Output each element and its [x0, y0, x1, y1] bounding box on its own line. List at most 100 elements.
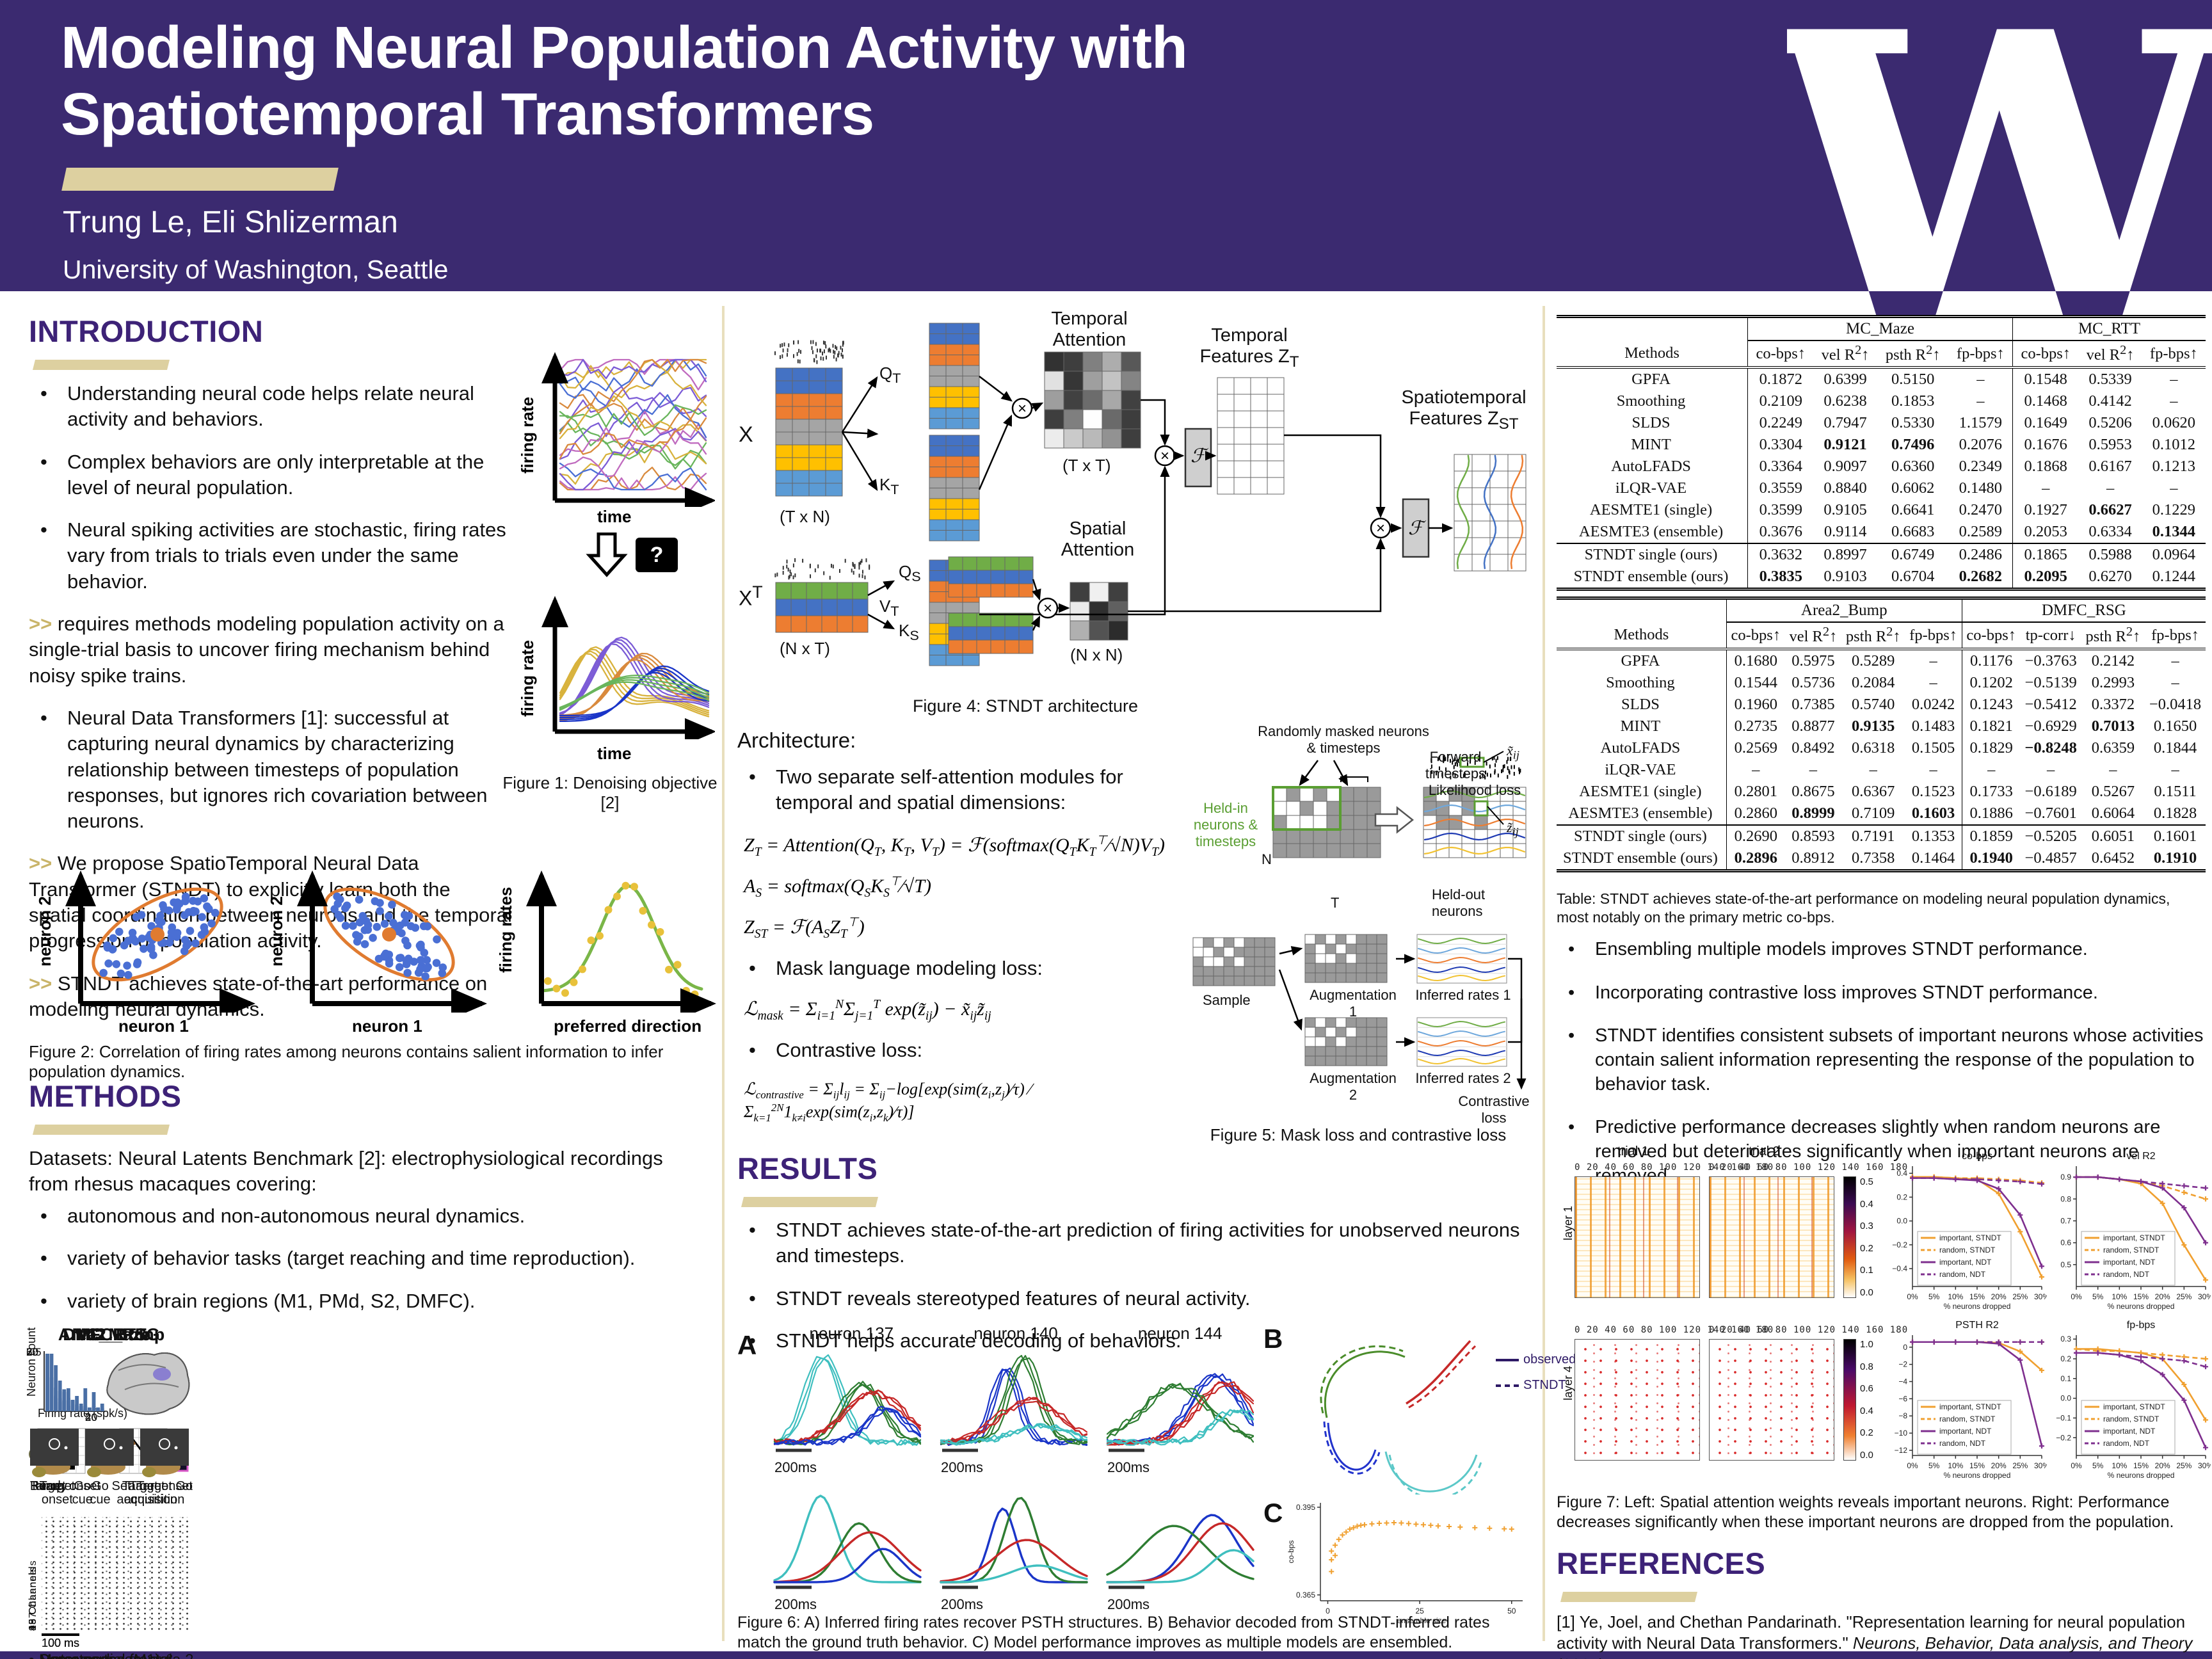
neuron-title: neuron 137 — [809, 1324, 894, 1343]
trial1-label: trial 1 — [1617, 1144, 1649, 1158]
svg-text:important, NDT: important, NDT — [2103, 1258, 2156, 1267]
svg-text:−0.4: −0.4 — [1892, 1264, 1907, 1273]
cb-tick: 0.1 — [1860, 1265, 1873, 1276]
fig4-vt-label: VT — [879, 597, 899, 620]
task-thumbnails — [29, 1425, 194, 1480]
svg-text:−10: −10 — [1895, 1429, 1908, 1438]
authors: Trung Le, Eli Shlizerman — [63, 205, 398, 239]
arch-bullet-2: Mask language modeling loss: — [737, 956, 1179, 982]
scalebar-label: 200ms — [941, 1596, 984, 1612]
svg-text:important, NDT: important, NDT — [2103, 1427, 2156, 1436]
dataset-name: MC_RTT — [76, 1325, 147, 1344]
fig4-x-label: X — [739, 422, 753, 447]
svg-text:−2: −2 — [1898, 1360, 1907, 1369]
hm-xticks: 0 20 40 60 80 100 120 140 160 180 — [1709, 1325, 1909, 1335]
fig5-sample-label: Sample — [1203, 992, 1251, 1008]
scalebar-label: 200ms — [1107, 1596, 1150, 1612]
poster-title-line1: Modeling Neural Population Activity with — [61, 14, 1188, 81]
fig1-xlabel-top: time — [597, 507, 632, 526]
hist-xmax: 20 — [85, 1411, 97, 1423]
intro-heading: INTRODUCTION — [29, 314, 264, 348]
ref-text: (2021). — [1557, 1655, 1609, 1659]
psth-neuron140-trials — [936, 1344, 1094, 1457]
ref-venue: Neurons, Behavior, Data analysis, and Th… — [1852, 1633, 2193, 1653]
attention-heatmap-l4t2 — [1709, 1339, 1834, 1461]
chart-ensemble-size: 0.395 0.365 0 25 50 ensemble size co-bps — [1285, 1495, 1528, 1626]
affiliation: University of Washington, Seattle — [63, 255, 449, 284]
hm-xticks: 0 20 40 60 80 100 120 140 160 180 — [1709, 1162, 1909, 1173]
firing-rate-histogram — [29, 1347, 107, 1416]
fig6-neuron-titles: neuron 137 neuron 140 neuron 144 — [769, 1324, 1262, 1343]
cb-tick: 0.4 — [1860, 1198, 1873, 1210]
cb-tick: 0.2 — [1860, 1427, 1873, 1439]
event-labels: Ready Set Go — [29, 1480, 194, 1517]
arch-title: Architecture: — [737, 728, 856, 752]
methods-heading: METHODS — [29, 1079, 182, 1113]
uw-logo-icon: W W — [1787, 0, 2212, 341]
fig2-negative-corr-scatter — [284, 864, 488, 1019]
svg-text:0.5: 0.5 — [2060, 1260, 2071, 1269]
fig5-contrastive-label: Contrastive loss — [1458, 1093, 1530, 1126]
methods-bullet: variety of brain regions (M1, PMd, S2, D… — [29, 1288, 704, 1315]
svg-text:0%: 0% — [2071, 1292, 2082, 1301]
svg-text:0.395: 0.395 — [1296, 1503, 1315, 1512]
channel-count-label: 45 Channels — [28, 1566, 38, 1631]
dataset-notes: Dorsomedial frontal cortexNo moment-by-m… — [29, 1651, 194, 1659]
fig6-caption: Figure 6: A) Inferred firing rates recov… — [737, 1614, 1490, 1652]
svg-text:important, NDT: important, NDT — [1939, 1258, 1992, 1267]
event-labels: Bump Go cue Target acquisition — [29, 1480, 194, 1517]
results-heading: RESULTS — [737, 1151, 878, 1185]
results-gold-bar — [741, 1197, 878, 1207]
svg-text:15%: 15% — [1969, 1461, 1985, 1470]
svg-text:PSTH R2: PSTH R2 — [1955, 1320, 1999, 1331]
hist-ymax: 60 — [26, 1346, 38, 1358]
arch-bullet-1: Two separate self-attention modules for … — [737, 764, 1179, 816]
event-label: Target onset — [39, 1479, 76, 1507]
poster-title: Modeling Neural Population Activity with… — [61, 14, 1188, 147]
discussion-bullet: Ensembling multiple models improves STND… — [1557, 938, 2206, 962]
fig4-qs-label: QS — [899, 562, 921, 585]
svg-text:30%: 30% — [2034, 1292, 2047, 1301]
fig5-mask-diagram — [1183, 742, 1533, 1104]
svg-text:−0.2: −0.2 — [1892, 1240, 1907, 1249]
svg-text:20%: 20% — [1991, 1461, 2007, 1470]
fig5-likelihood-label: Likelihood loss — [1428, 782, 1521, 798]
svg-text:% neurons dropped: % neurons dropped — [1944, 1471, 2011, 1480]
fig1-question-box: ? — [636, 538, 678, 572]
cb-tick: 0.2 — [1860, 1242, 1873, 1254]
fig6-behavior-trajectories — [1278, 1327, 1523, 1500]
colorbar1-ticks: 0.5 0.4 0.3 0.2 0.1 0.0 — [1860, 1176, 1873, 1298]
fig4-xt-label: XT — [739, 582, 763, 610]
svg-text:important, NDT: important, NDT — [1939, 1427, 1992, 1436]
scalebar-label: 200ms — [774, 1459, 817, 1475]
title-gold-bar — [61, 168, 339, 191]
svg-text:important, STNDT: important, STNDT — [1939, 1233, 2001, 1242]
svg-text:0.4: 0.4 — [1896, 1169, 1907, 1178]
references-list: [1] Ye, Joel, and Chethan Pandarinath. "… — [1557, 1612, 2206, 1659]
attention-heatmap-l1t2 — [1709, 1176, 1834, 1298]
results-bullet: STNDT reveals stereotyped features of ne… — [737, 1286, 1533, 1312]
svg-text:random, NDT: random, NDT — [2103, 1439, 2150, 1448]
fig4-qt-label: QT — [879, 364, 901, 387]
fig4-nxt-label: (N x T) — [780, 639, 830, 658]
fig1-caption: Figure 1: Denoising objective [2] — [502, 773, 717, 812]
svg-text:×: × — [1160, 447, 1169, 465]
fig4-temporal-attention-label: Temporal Attention — [1051, 309, 1128, 350]
intro-item: Complex behaviors are only interpretable… — [29, 449, 512, 501]
svg-text:−0.1: −0.1 — [2056, 1413, 2071, 1422]
cb-tick: 0.5 — [1860, 1176, 1873, 1187]
colorbar2-ticks: 1.0 0.8 0.6 0.4 0.2 0.0 — [1860, 1339, 1873, 1461]
svg-text:15%: 15% — [2133, 1461, 2149, 1470]
svg-text:5%: 5% — [1928, 1292, 1940, 1301]
fig4-f2-label: ℱ — [1408, 518, 1423, 539]
svg-text:25%: 25% — [2176, 1292, 2192, 1301]
fig2-positive-corr-scatter — [52, 864, 257, 1019]
svg-text:0.9: 0.9 — [2060, 1173, 2071, 1182]
event-label: Go cue — [90, 1479, 111, 1507]
svg-text:25%: 25% — [2012, 1292, 2028, 1301]
legend-observed: observed — [1523, 1352, 1576, 1366]
svg-text:5%: 5% — [2092, 1292, 2104, 1301]
svg-text:important, STNDT: important, STNDT — [2103, 1402, 2165, 1411]
svg-text:0.7: 0.7 — [2060, 1216, 2071, 1225]
fig4-st-features-label: Spatiotemporal Features ZST — [1401, 387, 1527, 433]
